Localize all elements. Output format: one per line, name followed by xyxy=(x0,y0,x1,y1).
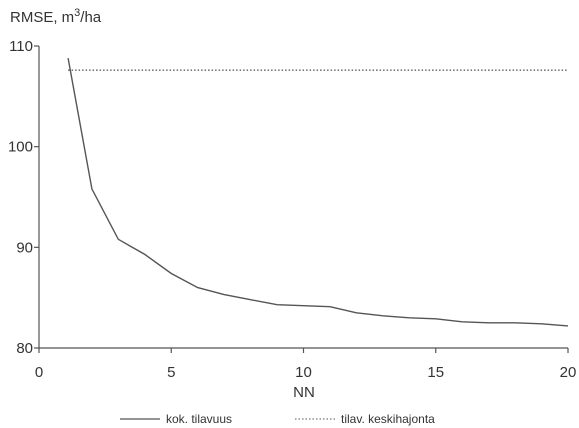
y-axis-ticks: 80 90 100 110 xyxy=(8,38,39,357)
y-axis-label-main: RMSE, m xyxy=(10,9,74,26)
y-tick-label: 90 xyxy=(16,239,33,256)
y-tick-label: 110 xyxy=(9,38,33,55)
x-axis-ticks: 0 5 10 15 20 xyxy=(35,348,577,381)
x-tick-label: 20 xyxy=(560,364,577,381)
legend: kok. tilavuus tilav. keskihajonta xyxy=(120,412,435,426)
legend-label: tilav. keskihajonta xyxy=(341,412,435,426)
y-axis-label-sup: 3 xyxy=(74,7,80,19)
x-tick-label: 15 xyxy=(427,364,444,381)
y-tick-label: 80 xyxy=(16,340,33,357)
y-axis-label-unit: /ha xyxy=(80,9,102,26)
legend-label: kok. tilavuus xyxy=(166,412,232,426)
x-tick-label: 10 xyxy=(295,364,312,381)
series-line-kok-tilavuus xyxy=(67,57,569,327)
x-axis-label: NN xyxy=(293,384,315,401)
x-tick-label: 5 xyxy=(167,364,175,381)
y-axis-label: RMSE, m3/ha xyxy=(10,7,102,26)
series-layer xyxy=(67,57,569,327)
y-tick-label: 100 xyxy=(8,139,33,156)
x-tick-label: 0 xyxy=(35,364,43,381)
